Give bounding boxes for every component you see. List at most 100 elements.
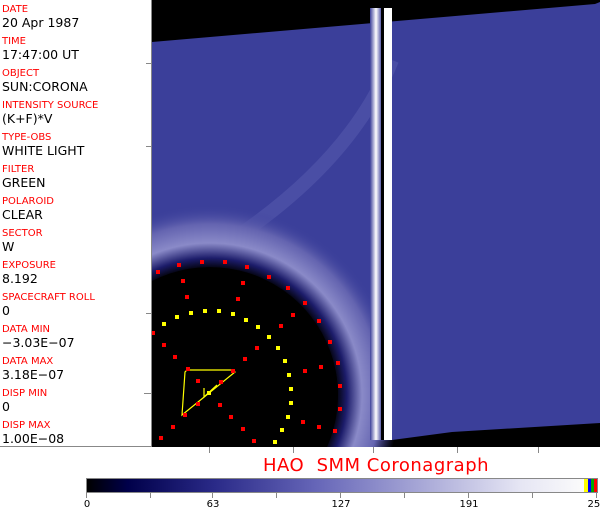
field-label: EXPOSURE bbox=[2, 260, 57, 271]
red-marker bbox=[183, 413, 187, 417]
red-marker bbox=[162, 343, 166, 347]
yellow-marker bbox=[244, 318, 248, 322]
red-marker bbox=[185, 295, 189, 299]
colorbar-tick-label: 0 bbox=[83, 499, 91, 510]
field-label: SPACECRAFT ROLL bbox=[2, 292, 95, 303]
selection-polygon-inner bbox=[203, 384, 218, 399]
red-marker bbox=[231, 369, 235, 373]
field-object: OBJECT SUN:CORONA bbox=[2, 68, 88, 94]
red-marker bbox=[152, 331, 155, 335]
red-marker bbox=[336, 361, 340, 365]
red-marker bbox=[173, 355, 177, 359]
field-label: OBJECT bbox=[2, 68, 40, 79]
red-marker bbox=[200, 260, 204, 264]
colorbar-tick bbox=[212, 492, 213, 498]
red-marker bbox=[291, 313, 295, 317]
red-marker bbox=[218, 403, 222, 407]
yellow-marker bbox=[286, 415, 290, 419]
field-time: TIME 17:47:00 UT bbox=[2, 36, 79, 62]
yellow-marker bbox=[175, 315, 179, 319]
y-tick bbox=[146, 146, 152, 147]
y-tick bbox=[146, 313, 152, 314]
field-value: CLEAR bbox=[2, 207, 43, 222]
field-data-max: DATA MAX 3.18E−07 bbox=[2, 356, 64, 382]
field-label: DATA MIN bbox=[2, 324, 50, 335]
field-disp-min: DISP MIN 0 bbox=[2, 388, 47, 414]
marker-overlay bbox=[152, 260, 342, 444]
red-marker bbox=[303, 369, 307, 373]
yellow-marker bbox=[289, 387, 293, 391]
red-marker bbox=[196, 379, 200, 383]
colorbar-tick-label: 63 bbox=[206, 499, 220, 510]
red-marker bbox=[243, 357, 247, 361]
red-marker bbox=[245, 265, 249, 269]
field-label: DATA MAX bbox=[2, 356, 54, 367]
field-label: SECTOR bbox=[2, 228, 43, 239]
yellow-marker bbox=[217, 309, 221, 313]
yellow-marker bbox=[267, 335, 271, 339]
field-value: 0 bbox=[2, 399, 10, 414]
yellow-marker bbox=[256, 325, 260, 329]
field-label: DISP MIN bbox=[2, 388, 48, 399]
yellow-marker bbox=[276, 346, 280, 350]
field-date: DATE 20 Apr 1987 bbox=[2, 4, 79, 30]
yellow-marker bbox=[231, 312, 235, 316]
red-marker bbox=[267, 275, 271, 279]
field-filter: FILTER GREEN bbox=[2, 164, 46, 190]
red-marker bbox=[338, 407, 342, 411]
field-data-min: DATA MIN −3.03E−07 bbox=[2, 324, 75, 350]
yellow-marker bbox=[273, 440, 277, 444]
red-marker bbox=[301, 420, 305, 424]
field-label: DISP MAX bbox=[2, 420, 51, 431]
field-value: 20 Apr 1987 bbox=[2, 15, 80, 30]
field-value: GREEN bbox=[2, 175, 46, 190]
colorbar-tick bbox=[468, 492, 469, 498]
field-type-obs: TYPE-OBS WHITE LIGHT bbox=[2, 132, 84, 158]
red-marker bbox=[317, 319, 321, 323]
y-tick bbox=[144, 393, 152, 394]
field-spacecraft-roll: SPACECRAFT ROLL 0 bbox=[2, 292, 95, 318]
y-tick bbox=[146, 63, 152, 64]
red-marker bbox=[186, 367, 190, 371]
red-marker bbox=[338, 384, 342, 388]
yellow-marker bbox=[203, 309, 207, 313]
field-value: W bbox=[2, 239, 15, 254]
red-marker bbox=[223, 260, 227, 264]
field-label: TIME bbox=[2, 36, 27, 47]
pylon-gap bbox=[381, 8, 384, 440]
red-marker bbox=[159, 436, 163, 440]
field-label: FILTER bbox=[2, 164, 35, 175]
red-marker bbox=[241, 281, 245, 285]
field-label: DATE bbox=[2, 4, 29, 15]
red-marker bbox=[219, 380, 223, 384]
field-polaroid: POLAROID CLEAR bbox=[2, 196, 54, 222]
field-label: POLAROID bbox=[2, 196, 55, 207]
coronagraph-image[interactable] bbox=[152, 0, 600, 447]
yellow-marker bbox=[289, 401, 293, 405]
yellow-marker bbox=[287, 373, 291, 377]
field-value: 0 bbox=[2, 303, 10, 318]
red-marker bbox=[177, 263, 181, 267]
x-tick bbox=[538, 447, 539, 453]
red-marker bbox=[181, 279, 185, 283]
field-sector: SECTOR W bbox=[2, 228, 43, 254]
pylon-stripe-right bbox=[384, 8, 392, 440]
colorbar-tick bbox=[340, 492, 341, 498]
red-marker bbox=[328, 340, 332, 344]
red-marker bbox=[229, 415, 233, 419]
instrument-title: HAO SMM Coronagraph bbox=[262, 455, 490, 476]
x-tick bbox=[293, 447, 294, 453]
pylon-stripe-left bbox=[370, 8, 382, 440]
field-value: SUN:CORONA bbox=[2, 79, 88, 94]
field-value: 1.00E−08 bbox=[2, 431, 65, 446]
red-marker bbox=[236, 297, 240, 301]
red-marker bbox=[156, 270, 160, 274]
field-value: 17:47:00 UT bbox=[2, 47, 79, 62]
field-value: 3.18E−07 bbox=[2, 367, 65, 382]
yellow-marker bbox=[283, 359, 287, 363]
colorbar[interactable] bbox=[86, 478, 598, 493]
colorbar-minor-tick bbox=[404, 492, 405, 498]
field-label: TYPE-OBS bbox=[2, 132, 52, 143]
red-marker bbox=[196, 402, 200, 406]
red-marker bbox=[241, 427, 245, 431]
